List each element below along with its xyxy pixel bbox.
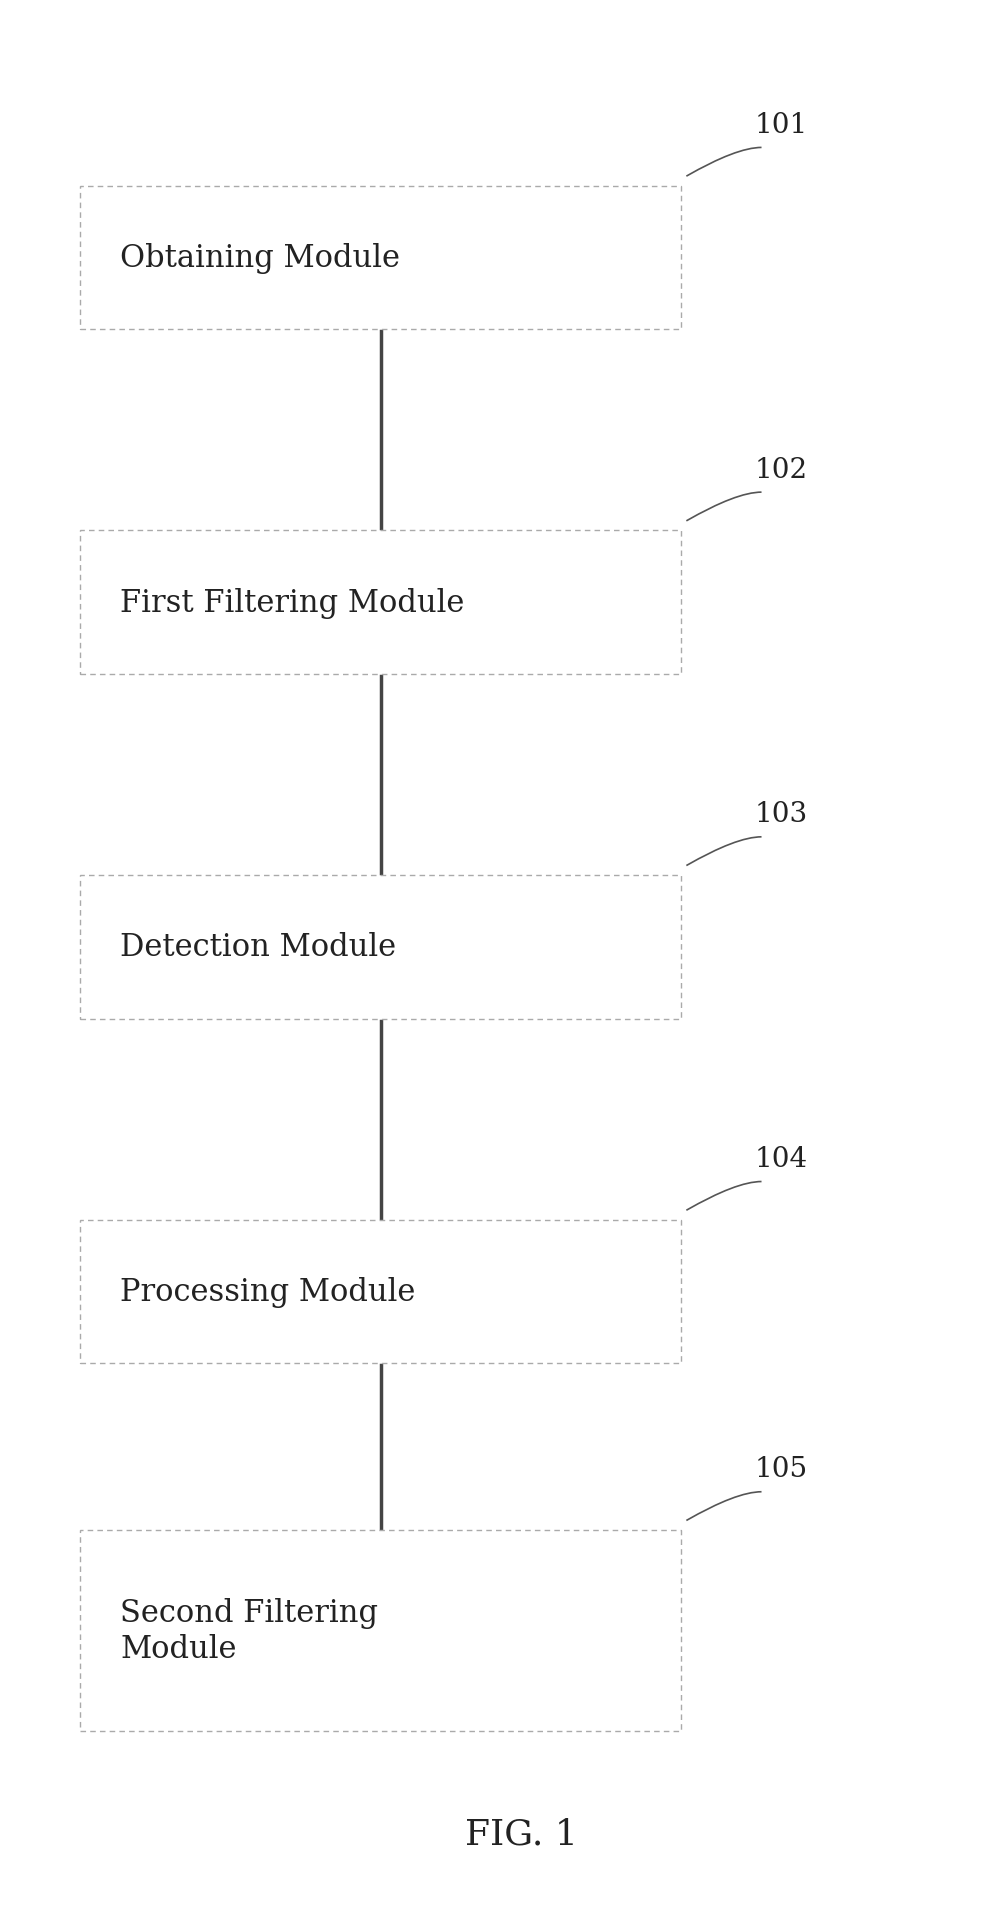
Text: FIG. 1: FIG. 1: [465, 1816, 577, 1851]
Text: 102: 102: [755, 456, 809, 482]
Text: First Filtering Module: First Filtering Module: [120, 588, 465, 618]
Text: Detection Module: Detection Module: [120, 932, 397, 963]
FancyBboxPatch shape: [80, 530, 681, 674]
Text: 105: 105: [755, 1455, 809, 1481]
FancyBboxPatch shape: [80, 877, 681, 1018]
Text: Second Filtering
Module: Second Filtering Module: [120, 1598, 378, 1663]
Text: Processing Module: Processing Module: [120, 1277, 416, 1307]
FancyBboxPatch shape: [80, 188, 681, 329]
Text: 103: 103: [755, 800, 809, 827]
Text: Obtaining Module: Obtaining Module: [120, 243, 400, 274]
FancyBboxPatch shape: [80, 1531, 681, 1730]
FancyBboxPatch shape: [80, 1221, 681, 1363]
Text: 101: 101: [755, 111, 809, 140]
Text: 104: 104: [755, 1145, 809, 1171]
